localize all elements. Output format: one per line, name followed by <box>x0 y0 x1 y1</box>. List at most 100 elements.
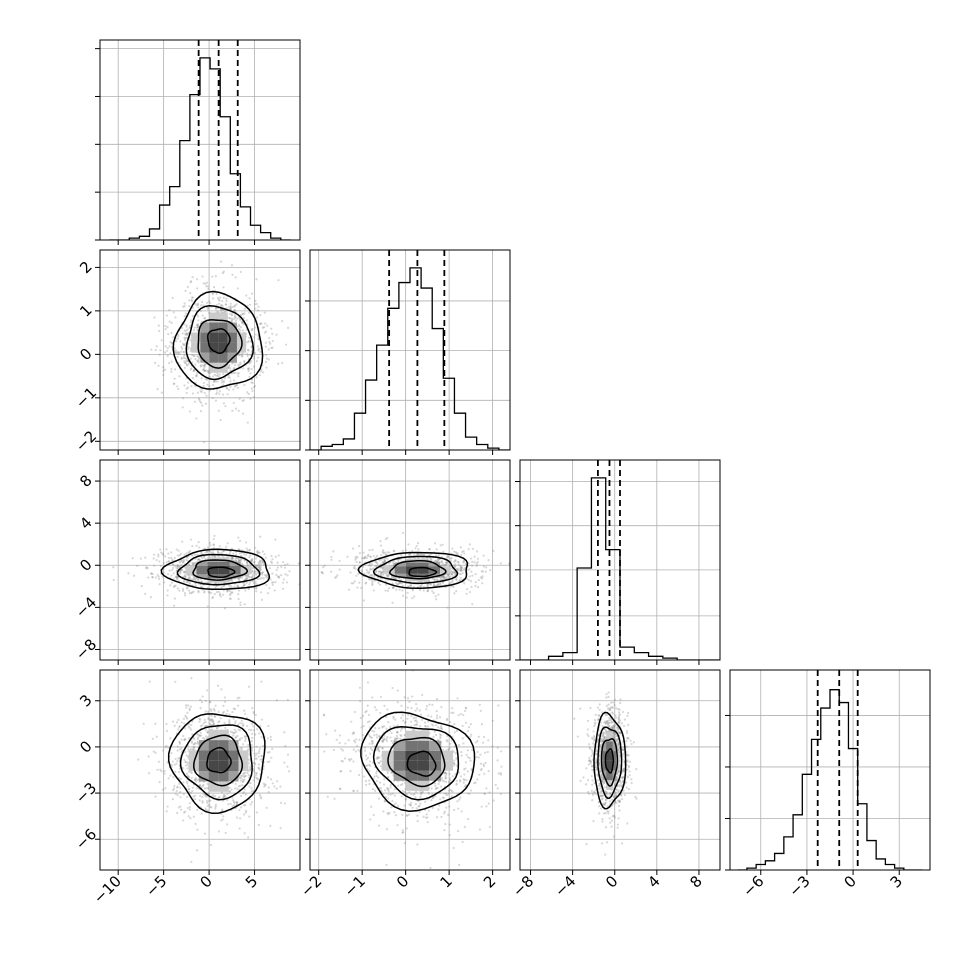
scatter-point <box>212 543 215 546</box>
scatter-point <box>277 362 280 365</box>
scatter-point <box>374 560 378 564</box>
scatter-point <box>258 768 261 771</box>
scatter-point <box>147 755 150 758</box>
scatter-point <box>201 724 204 727</box>
scatter-point <box>197 397 201 400</box>
scatter-point <box>440 564 444 567</box>
scatter-point <box>437 583 440 586</box>
scatter-point <box>271 747 274 750</box>
scatter-point <box>182 342 185 345</box>
scatter-point <box>259 577 262 580</box>
scatter-point <box>237 364 241 368</box>
density-cell <box>188 750 199 761</box>
scatter-point <box>165 561 168 564</box>
scatter-content <box>137 677 300 864</box>
contour-line <box>388 560 447 580</box>
scatter-point <box>264 354 268 357</box>
scatter-point <box>170 370 173 373</box>
scatter-point <box>246 771 249 775</box>
scatter-point <box>224 795 227 798</box>
scatter-point <box>475 562 478 565</box>
x-tick-label: 0 <box>840 872 859 891</box>
scatter-point <box>173 724 176 727</box>
scatter-point <box>385 573 388 576</box>
scatter-point <box>408 585 411 588</box>
scatter-point <box>353 580 356 583</box>
scatter-point <box>253 336 256 339</box>
scatter-point <box>252 355 256 358</box>
scatter-point <box>183 384 186 387</box>
scatter-point <box>181 406 184 409</box>
scatter-point <box>210 551 213 554</box>
scatter-point <box>480 769 483 772</box>
density-cell <box>240 565 252 570</box>
scatter-point <box>185 780 189 783</box>
histogram-line <box>520 477 720 660</box>
scatter-point <box>230 320 233 323</box>
scatter-point <box>286 753 290 756</box>
density-cell <box>440 566 452 570</box>
scatter-point <box>155 735 158 738</box>
scatter-point <box>198 734 202 737</box>
scatter-point <box>255 772 258 775</box>
scatter-point <box>175 575 178 578</box>
scatter-point <box>186 587 189 590</box>
scatter-point <box>196 740 199 744</box>
scatter-point <box>436 579 439 582</box>
scatter-point <box>206 301 209 304</box>
scatter-point <box>368 562 372 565</box>
scatter-point <box>286 326 290 329</box>
scatter-point <box>422 815 425 818</box>
scatter-point <box>208 591 211 594</box>
y-tick-label: 8 <box>76 471 95 490</box>
scatter-point <box>260 755 264 758</box>
scatter-point <box>407 543 410 546</box>
scatter-point <box>208 384 211 388</box>
contour-line <box>372 555 459 585</box>
scatter-point <box>367 570 371 574</box>
scatter-point <box>426 588 430 591</box>
scatter-point <box>464 562 467 566</box>
scatter-point <box>229 592 232 595</box>
scatter-point <box>188 574 192 577</box>
scatter-point <box>232 388 235 391</box>
scatter-point <box>388 551 391 554</box>
scatter-point <box>453 560 456 563</box>
scatter-point <box>195 544 198 547</box>
scatter-point <box>264 345 268 348</box>
scatter-point <box>222 795 225 798</box>
contour-line <box>408 566 438 578</box>
scatter-point <box>252 365 256 368</box>
scatter-point <box>154 751 157 754</box>
scatter-point <box>386 589 389 592</box>
scatter-point <box>242 723 245 727</box>
scatter-point <box>452 585 455 589</box>
density-cell <box>208 740 219 751</box>
scatter-point <box>221 711 225 715</box>
scatter-point <box>252 712 256 715</box>
scatter-point <box>454 559 457 562</box>
scatter-point <box>183 361 187 364</box>
scatter-point <box>185 754 188 757</box>
scatter-point <box>166 805 169 808</box>
scatter-point <box>145 566 148 569</box>
scatter-point <box>231 559 234 562</box>
scatter-point <box>176 749 179 752</box>
scatter-point <box>258 563 261 567</box>
scatter-point <box>228 719 231 722</box>
scatter-point <box>447 575 450 578</box>
scatter-point <box>419 584 422 588</box>
scatter-point <box>231 556 234 559</box>
scatter-point <box>449 575 452 578</box>
scatter-point <box>335 738 338 741</box>
scatter-point <box>244 541 248 544</box>
scatter-point <box>270 554 273 558</box>
scatter-point <box>209 701 212 704</box>
scatter-point <box>205 285 208 288</box>
scatter-point <box>209 544 212 547</box>
scatter-point <box>194 561 197 564</box>
scatter-point <box>265 806 268 810</box>
scatter-point <box>224 405 227 408</box>
scatter-point <box>257 755 260 758</box>
scatter-point <box>250 350 253 353</box>
